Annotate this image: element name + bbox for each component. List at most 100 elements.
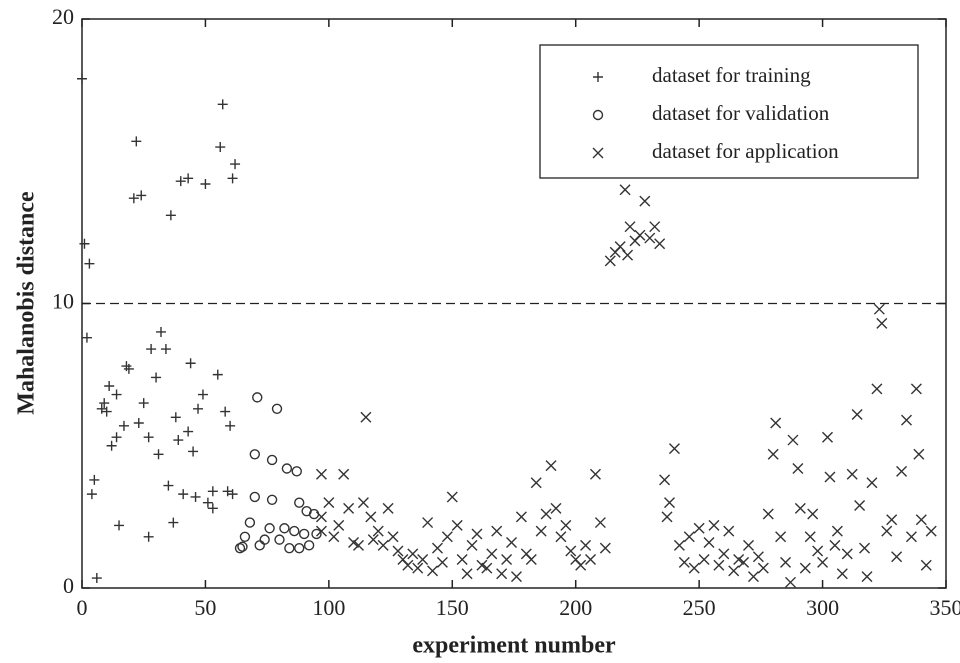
- point: [829, 539, 841, 551]
- point: [79, 238, 90, 249]
- point: [392, 545, 404, 557]
- point: [200, 179, 211, 190]
- point: [86, 489, 97, 500]
- point: [770, 417, 782, 429]
- point: [77, 73, 87, 84]
- point: [733, 554, 745, 566]
- x-tick-label: 300: [806, 595, 839, 620]
- point: [279, 523, 290, 534]
- point: [836, 568, 848, 580]
- y-tick-label: 10: [52, 289, 74, 314]
- x-tick-label: 350: [930, 595, 960, 620]
- point: [812, 545, 824, 557]
- point: [876, 317, 888, 329]
- point: [896, 465, 908, 477]
- point: [146, 344, 157, 355]
- point: [915, 514, 927, 526]
- point: [212, 369, 223, 380]
- point: [249, 491, 261, 503]
- y-tick-label: 20: [52, 4, 74, 29]
- point: [163, 480, 174, 491]
- point: [91, 573, 102, 584]
- point: [817, 556, 829, 568]
- point: [220, 406, 231, 417]
- point: [252, 392, 263, 403]
- point: [412, 562, 424, 574]
- y-axis-title: Mahalanobis distance: [14, 191, 40, 415]
- point: [481, 562, 493, 574]
- point: [807, 508, 819, 520]
- point: [831, 525, 843, 537]
- point: [89, 474, 100, 485]
- point: [175, 176, 186, 187]
- point: [239, 531, 251, 542]
- point: [515, 511, 527, 523]
- point: [160, 344, 171, 355]
- point: [784, 576, 796, 588]
- point: [343, 502, 355, 514]
- point: [780, 556, 792, 568]
- point: [728, 565, 740, 577]
- point: [644, 232, 656, 244]
- point: [659, 474, 671, 486]
- point: [333, 519, 345, 531]
- point: [133, 417, 144, 428]
- point: [227, 489, 238, 500]
- point: [230, 159, 241, 170]
- point: [673, 539, 685, 551]
- legend-marker: [592, 147, 604, 159]
- point: [259, 534, 270, 545]
- legend-marker: [592, 109, 604, 121]
- point: [128, 193, 139, 204]
- point: [217, 99, 228, 110]
- point: [461, 568, 473, 580]
- point: [530, 477, 542, 489]
- point: [298, 528, 310, 540]
- point: [323, 497, 335, 509]
- point: [441, 531, 453, 543]
- point: [585, 554, 597, 566]
- point: [683, 531, 695, 543]
- point: [266, 454, 278, 466]
- point: [752, 551, 764, 563]
- legend-marker: [593, 72, 603, 82]
- point: [913, 448, 925, 460]
- point: [757, 562, 769, 574]
- point: [910, 383, 922, 395]
- point: [237, 541, 248, 552]
- point: [284, 542, 295, 554]
- point: [693, 522, 705, 534]
- point: [227, 173, 238, 184]
- point: [799, 562, 811, 574]
- point: [234, 542, 246, 554]
- point: [501, 554, 513, 566]
- point: [225, 420, 236, 431]
- point: [402, 559, 414, 571]
- point: [535, 525, 547, 537]
- point: [881, 525, 893, 537]
- point: [901, 414, 912, 426]
- point: [289, 525, 300, 537]
- point: [99, 398, 110, 409]
- legend-label: dataset for validation: [652, 101, 830, 125]
- point: [555, 531, 567, 543]
- point: [193, 403, 204, 414]
- point: [560, 519, 572, 531]
- point: [747, 571, 759, 583]
- point: [688, 562, 700, 574]
- point: [634, 229, 646, 241]
- point: [804, 531, 816, 543]
- x-tick-label: 100: [312, 595, 345, 620]
- point: [775, 531, 787, 543]
- point: [794, 502, 806, 514]
- point: [510, 571, 522, 583]
- point: [506, 536, 518, 548]
- point: [604, 255, 616, 267]
- x-tick-label: 50: [194, 595, 216, 620]
- x-tick-label: 200: [559, 595, 592, 620]
- point: [155, 326, 166, 337]
- point: [202, 497, 213, 508]
- point: [377, 539, 389, 551]
- point: [661, 511, 673, 523]
- point: [471, 528, 483, 540]
